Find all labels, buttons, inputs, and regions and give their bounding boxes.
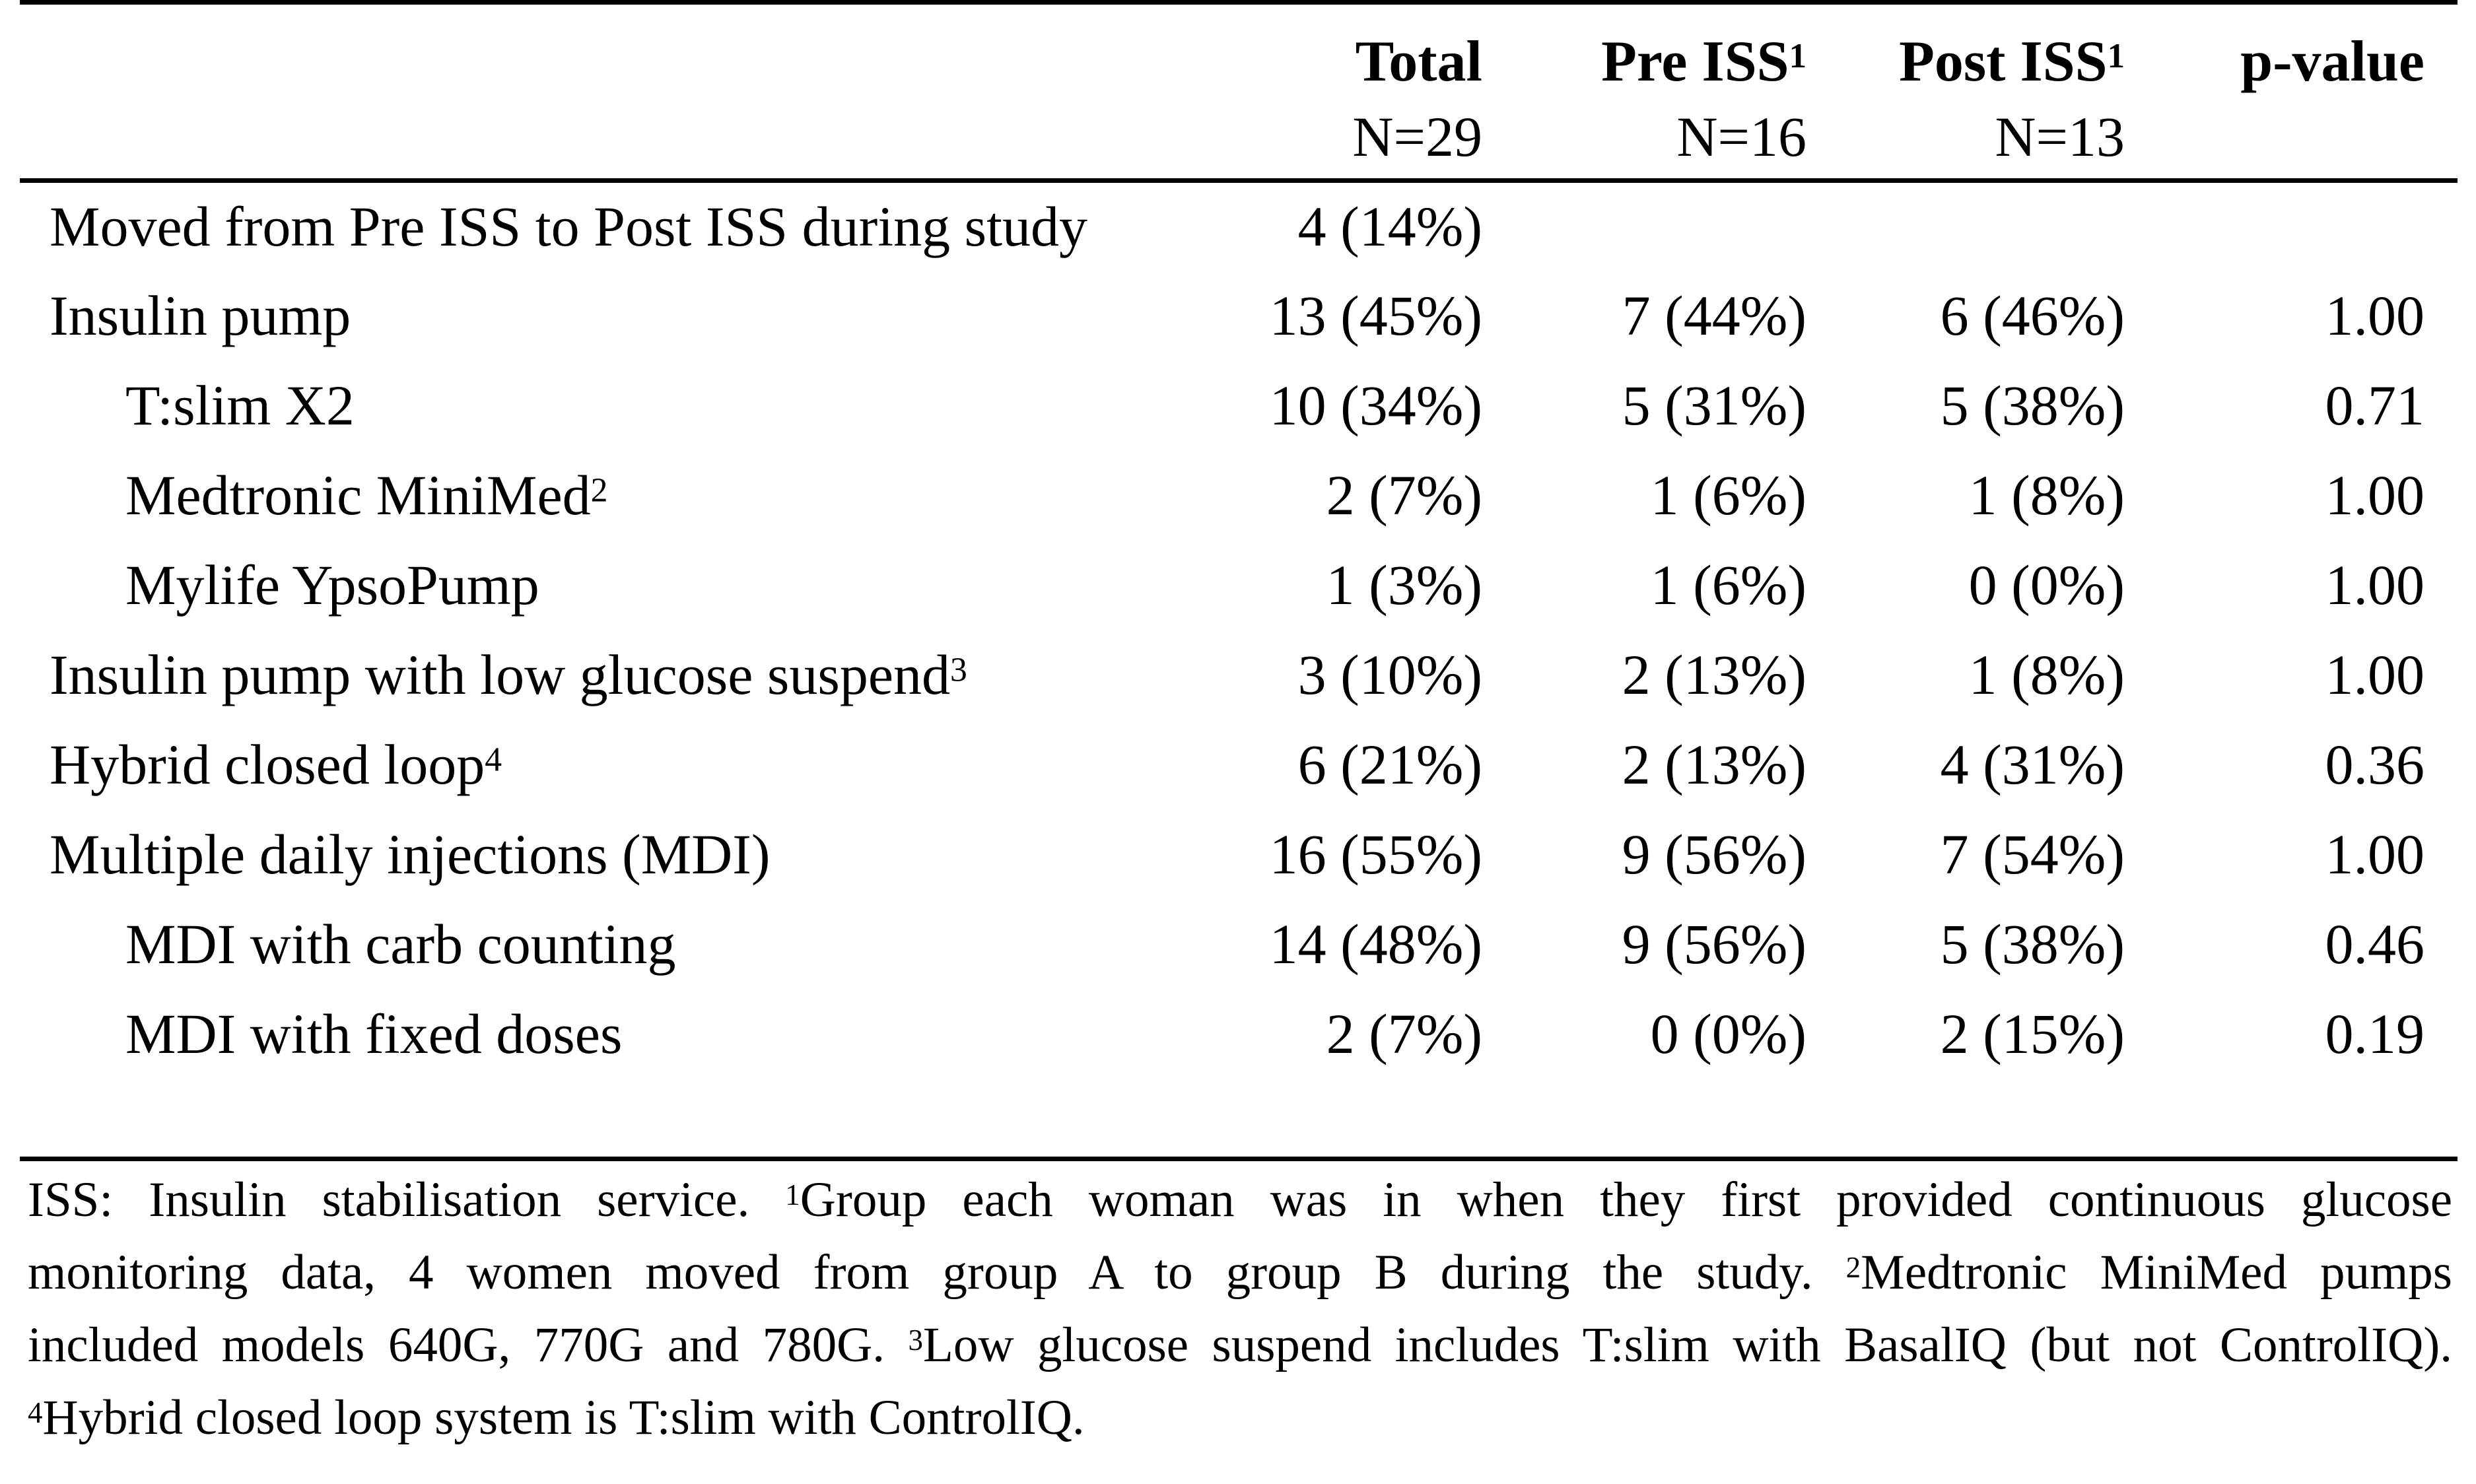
cell-p-value: 1.00 (2325, 822, 2425, 886)
cell-post-iss: 2 (15%) (1940, 1001, 2125, 1065)
table-row: MDI with carb counting 14 (48%) 9 (56%) … (20, 899, 2458, 989)
cell-pre-iss: 9 (56%) (1622, 912, 1806, 976)
col-n-pre-iss: N=16 (1676, 104, 1806, 168)
cell-p-value: 1.00 (2325, 553, 2425, 617)
cell-pre-iss: 1 (6%) (1650, 463, 1806, 527)
table-row: Moved from Pre ISS to Post ISS during st… (20, 181, 2458, 271)
cell-total: 10 (34%) (1269, 373, 1482, 437)
cell-pre-iss: 2 (13%) (1622, 642, 1806, 706)
cell-post-iss: 1 (8%) (1968, 642, 2125, 706)
col-header-pre-iss-label: Pre ISS (1601, 29, 1789, 94)
col-header-pre-iss-sup: 1 (1789, 36, 1806, 75)
cell-p-value: 0.46 (2325, 912, 2425, 976)
cell-p-value: 1.00 (2325, 283, 2425, 347)
cell-post-iss: 1 (8%) (1968, 463, 2125, 527)
treatment-table: Total Pre ISS1 Post ISS1 p-value N=29 N=… (20, 0, 2458, 1161)
cell-post-iss (1806, 181, 2125, 271)
footnote-marker-3: 3 (908, 1323, 924, 1357)
cell-total: 1 (3%) (1326, 553, 1482, 617)
footnote: ISS: Insulin stabilisation service. 1Gro… (20, 1164, 2458, 1454)
cell-total: 6 (21%) (1297, 732, 1482, 796)
cell-p-value: 1.00 (2325, 642, 2425, 706)
cell-p-value: 0.36 (2325, 732, 2425, 796)
header-row-labels: Total Pre ISS1 Post ISS1 p-value (20, 3, 2458, 95)
row-label: T:slim X2 (125, 373, 355, 437)
header-empty-cell (20, 3, 1010, 95)
header-row-counts: N=29 N=16 N=13 (20, 95, 2458, 181)
row-label: MDI with carb counting (125, 912, 676, 976)
table-row: Medtronic MiniMed2 2 (7%) 1 (6%) 1 (8%) … (20, 450, 2458, 540)
row-label: Moved from Pre ISS to Post ISS during st… (50, 195, 1088, 259)
table-row: T:slim X2 10 (34%) 5 (31%) 5 (38%) 0.71 (20, 360, 2458, 450)
footnote-line: ISS: Insulin stabilisation service. 1Gro… (28, 1172, 2453, 1227)
cell-post-iss: 0 (0%) (1968, 553, 2125, 617)
col-header-post-iss-label: Post ISS (1899, 29, 2108, 94)
cell-post-iss: 5 (38%) (1940, 912, 2125, 976)
col-n-total: N=29 (1352, 104, 1482, 168)
cell-pre-iss: 2 (13%) (1622, 732, 1806, 796)
col-n-p-value (2125, 95, 2458, 181)
row-label: Insulin pump with low glucose suspend3 (50, 642, 967, 706)
cell-total: 14 (48%) (1269, 912, 1482, 976)
col-header-total-label: Total (1355, 29, 1482, 94)
cell-p-value (2125, 181, 2458, 271)
footnote-marker-2: 2 (1845, 1250, 1861, 1284)
cell-total: 16 (55%) (1269, 822, 1482, 886)
row-label: Hybrid closed loop4 (50, 732, 502, 796)
cell-post-iss: 4 (31%) (1940, 732, 2125, 796)
col-header-post-iss-sup: 1 (2107, 36, 2125, 75)
row-label: Multiple daily injections (MDI) (50, 822, 771, 886)
col-header-p-value-label: p-value (2240, 29, 2424, 94)
table-body: Moved from Pre ISS to Post ISS during st… (20, 181, 2458, 1159)
cell-post-iss: 7 (54%) (1940, 822, 2125, 886)
cell-total: 3 (10%) (1297, 642, 1482, 706)
row-label: Medtronic MiniMed2 (125, 463, 608, 527)
table-row: Insulin pump with low glucose suspend3 3… (20, 630, 2458, 720)
cell-pre-iss: 5 (31%) (1622, 373, 1806, 437)
footnote-marker-4: 4 (28, 1396, 43, 1429)
cell-pre-iss: 7 (44%) (1622, 283, 1806, 347)
cell-total: 4 (14%) (1297, 195, 1482, 259)
col-n-post-iss: N=13 (1995, 104, 2125, 168)
col-header-p-value: p-value (2125, 3, 2458, 95)
table-row: MDI with fixed doses 2 (7%) 0 (0%) 2 (15… (20, 989, 2458, 1079)
table-row: Insulin pump 13 (45%) 7 (44%) 6 (46%) 1.… (20, 271, 2458, 360)
header-empty-cell (20, 95, 1010, 181)
cell-total: 2 (7%) (1326, 463, 1482, 527)
cell-p-value: 0.71 (2325, 373, 2425, 437)
cell-pre-iss: 0 (0%) (1650, 1001, 1806, 1065)
footnote-marker-1: 1 (785, 1178, 800, 1211)
footnote-line: 4Hybrid closed loop system is T:slim wit… (28, 1390, 1085, 1445)
table-row: Hybrid closed loop4 6 (21%) 2 (13%) 4 (3… (20, 720, 2458, 809)
footnote-line: included models 640G, 770G and 780G. 3Lo… (28, 1318, 2452, 1372)
table-row: Mylife YpsoPump 1 (3%) 1 (6%) 0 (0%) 1.0… (20, 540, 2458, 630)
cell-total: 13 (45%) (1269, 283, 1482, 347)
table-header: Total Pre ISS1 Post ISS1 p-value N=29 N=… (20, 3, 2458, 181)
cell-p-value: 0.19 (2325, 1001, 2425, 1065)
cell-pre-iss: 9 (56%) (1622, 822, 1806, 886)
cell-post-iss: 6 (46%) (1940, 283, 2125, 347)
col-header-total: Total (1010, 3, 1482, 95)
row-label: Insulin pump (50, 283, 351, 347)
cell-total: 2 (7%) (1326, 1001, 1482, 1065)
table-row: Multiple daily injections (MDI) 16 (55%)… (20, 809, 2458, 899)
footnote-line: monitoring data, 4 women moved from grou… (28, 1245, 2452, 1300)
row-label: Mylife YpsoPump (125, 553, 539, 617)
col-header-post-iss: Post ISS1 (1806, 3, 2125, 95)
cell-pre-iss (1482, 181, 1806, 271)
cell-post-iss: 5 (38%) (1940, 373, 2125, 437)
cell-p-value: 1.00 (2325, 463, 2425, 527)
row-label: MDI with fixed doses (125, 1001, 623, 1065)
cell-pre-iss: 1 (6%) (1650, 553, 1806, 617)
col-header-pre-iss: Pre ISS1 (1482, 3, 1806, 95)
table-bottom-spacer (20, 1079, 2458, 1159)
